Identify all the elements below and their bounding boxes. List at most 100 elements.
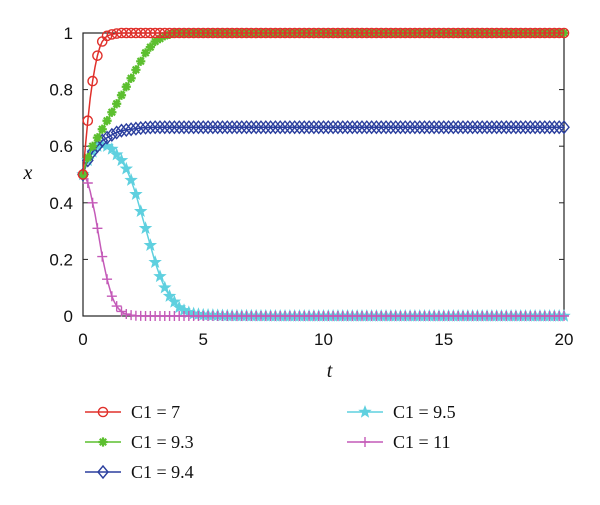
series-point	[140, 48, 151, 58]
series-point	[558, 120, 570, 135]
series-point	[138, 221, 153, 234]
series-point	[150, 36, 160, 47]
series-point	[408, 120, 421, 135]
series-point	[274, 120, 287, 135]
series-point	[83, 152, 93, 163]
series-point	[245, 120, 258, 135]
series-point	[356, 120, 368, 135]
series-point	[114, 153, 129, 167]
series-point	[538, 120, 551, 135]
series-point	[457, 120, 469, 135]
legend-item: C1 = 9.5	[347, 402, 456, 422]
series-point	[490, 120, 503, 135]
series-point	[250, 120, 263, 135]
series-point	[332, 120, 344, 135]
series-point	[153, 269, 167, 283]
series-point	[155, 34, 165, 44]
x-tick-label: 15	[434, 330, 453, 349]
legend-marker	[98, 437, 108, 447]
series-point	[471, 120, 484, 135]
series-point	[351, 120, 364, 135]
series-point	[428, 120, 441, 135]
series-point	[553, 27, 565, 39]
series-point	[264, 120, 277, 135]
legend-marker	[97, 406, 109, 418]
series-point	[360, 120, 373, 135]
series-point	[88, 141, 98, 151]
series-point	[317, 120, 330, 135]
series-point	[365, 120, 378, 135]
series-point	[129, 121, 142, 136]
series-point	[129, 187, 143, 201]
series-point	[112, 99, 122, 109]
series-point	[126, 73, 136, 83]
series-point	[134, 204, 148, 218]
series-point	[226, 120, 239, 135]
series-point	[124, 173, 138, 186]
series-point	[121, 309, 132, 320]
series-point	[399, 120, 412, 135]
y-axis-title: x	[23, 162, 33, 184]
series-point	[192, 120, 205, 135]
series-point	[514, 120, 527, 135]
series-point	[158, 120, 171, 135]
series-point	[476, 120, 489, 135]
series-point	[452, 120, 465, 135]
series-point	[481, 120, 493, 135]
series-point	[505, 120, 518, 135]
x-tick-label: 20	[555, 330, 574, 349]
series-point	[187, 120, 200, 135]
series-point	[495, 120, 508, 135]
series-point	[131, 65, 141, 75]
y-tick-label: 1	[64, 24, 73, 43]
series-point	[370, 120, 383, 135]
series-point	[485, 120, 498, 135]
series-point	[92, 133, 103, 143]
series-point	[423, 120, 436, 135]
series-line	[82, 174, 564, 317]
series-point	[77, 169, 89, 180]
series-point	[149, 120, 162, 135]
series-point	[548, 120, 561, 135]
series-point	[197, 120, 210, 135]
series-point	[162, 289, 177, 302]
series-point	[312, 120, 325, 135]
series-point	[125, 122, 138, 137]
series-point	[293, 120, 306, 135]
series-point	[216, 120, 229, 135]
x-tick-label: 5	[199, 330, 208, 349]
series-point	[466, 120, 479, 135]
series-point	[380, 120, 392, 135]
series-point	[442, 120, 455, 135]
series-point	[211, 120, 224, 135]
series-2	[77, 120, 570, 182]
series-point	[163, 120, 176, 135]
series-point	[500, 120, 513, 135]
x-axis-title: t	[327, 360, 333, 382]
series-point	[559, 311, 569, 321]
series-point	[144, 120, 157, 135]
y-tick-label: 0.8	[49, 81, 73, 100]
y-tick-label: 0.6	[49, 137, 73, 156]
x-tick-label: 10	[314, 330, 333, 349]
series-point	[413, 120, 426, 135]
series-point	[235, 120, 248, 135]
series-point	[509, 120, 522, 135]
series-point	[543, 120, 556, 135]
axes: 0 5 10 15 20 0 0.2 0.4 0.6 0.8 1 t x	[23, 24, 574, 382]
legend-item: C1 = 9.3	[85, 432, 194, 452]
plot-frame	[82, 32, 565, 317]
x-tick-label: 0	[78, 330, 87, 349]
series-point	[120, 122, 133, 138]
series-point	[437, 120, 450, 135]
series-point	[82, 177, 93, 188]
series-point	[259, 120, 272, 135]
series-point	[182, 120, 195, 135]
series-point	[394, 120, 407, 135]
series-point	[279, 120, 291, 135]
series-point	[336, 120, 349, 135]
series-point	[447, 120, 460, 135]
series-point	[160, 31, 170, 41]
series-point	[418, 120, 431, 135]
